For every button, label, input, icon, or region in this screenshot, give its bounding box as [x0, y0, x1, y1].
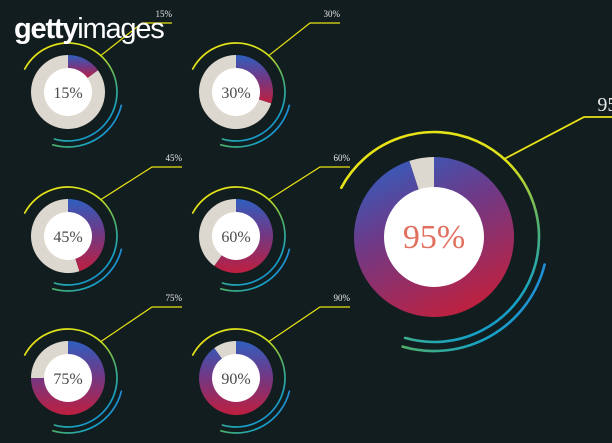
- callout-label: 75%: [166, 293, 183, 303]
- callout-leader-line: [268, 166, 350, 201]
- callout-label: 45%: [166, 153, 183, 163]
- decorative-lower-arc: [401, 263, 546, 353]
- decorative-outer-arc: [23, 186, 118, 286]
- callout-label: 15%: [156, 9, 173, 19]
- callout-45[interactable]: 45%: [100, 153, 183, 201]
- donut-center-value: 95%: [403, 219, 465, 256]
- callout-label: 95%: [597, 94, 612, 116]
- donut-center-value: 75%: [53, 371, 82, 388]
- donut-center-value: 30%: [221, 85, 250, 102]
- callout-leader-line: [100, 22, 172, 57]
- donut-center-value: 60%: [221, 229, 250, 246]
- donut-inner-disc: [44, 68, 92, 116]
- donut-value-segment: [214, 199, 274, 273]
- donut-inner-disc: [212, 354, 260, 402]
- donut-inner-disc: [44, 354, 92, 402]
- callout-leader-line: [268, 22, 340, 57]
- donut-45[interactable]: 45%: [23, 186, 123, 292]
- decorative-outer-arc: [23, 42, 118, 142]
- donut-inner-disc: [384, 187, 484, 287]
- callout-95[interactable]: 95%: [503, 94, 612, 160]
- donut-remainder-segment: [199, 55, 272, 129]
- decorative-lower-arc: [219, 248, 291, 292]
- donut-inner-disc: [212, 212, 260, 260]
- decorative-outer-arc: [191, 328, 286, 428]
- donut-value-segment: [199, 341, 274, 416]
- callout-15[interactable]: 15%: [100, 9, 173, 57]
- donut-value-segment: [68, 55, 98, 80]
- decorative-lower-arc: [51, 104, 123, 148]
- decorative-lower-arc: [219, 390, 291, 434]
- callout-label: 30%: [324, 9, 341, 19]
- donut-remainder-segment: [409, 157, 434, 193]
- donut-remainder-segment: [31, 341, 68, 378]
- donut-75[interactable]: 75%: [23, 328, 123, 434]
- decorative-lower-arc: [219, 104, 291, 148]
- donut-60[interactable]: 60%: [191, 186, 291, 292]
- donut-95[interactable]: 95%: [339, 130, 546, 353]
- decorative-outer-arc: [23, 328, 118, 428]
- decorative-lower-arc: [51, 248, 123, 292]
- callout-leader-line: [100, 306, 182, 343]
- donut-center-value: 45%: [53, 229, 82, 246]
- callout-leader-line: [100, 166, 182, 201]
- donut-remainder-segment: [30, 199, 80, 273]
- donut-90[interactable]: 90%: [191, 328, 291, 434]
- donut-center-value: 90%: [221, 371, 250, 388]
- donut-15[interactable]: 15%: [23, 42, 123, 148]
- callout-label: 90%: [334, 293, 351, 303]
- decorative-outer-arc: [339, 130, 541, 344]
- callout-60[interactable]: 60%: [268, 153, 351, 201]
- donut-30[interactable]: 30%: [191, 42, 291, 148]
- donut-remainder-segment: [30, 55, 105, 129]
- callout-leader-line: [268, 306, 350, 343]
- callout-label: 60%: [334, 153, 351, 163]
- decorative-outer-arc: [191, 42, 286, 142]
- donut-value-segment: [68, 199, 105, 272]
- callout-30[interactable]: 30%: [268, 9, 341, 57]
- donut-value-segment: [354, 157, 515, 317]
- donut-inner-disc: [44, 212, 92, 260]
- donut-center-value: 15%: [53, 85, 82, 102]
- donut-inner-disc: [212, 68, 260, 116]
- decorative-outer-arc: [191, 186, 286, 286]
- donut-value-segment: [31, 341, 105, 415]
- callout-leader-line: [503, 116, 612, 160]
- callout-75[interactable]: 75%: [100, 293, 183, 343]
- decorative-lower-arc: [51, 390, 123, 434]
- callout-90[interactable]: 90%: [268, 293, 351, 343]
